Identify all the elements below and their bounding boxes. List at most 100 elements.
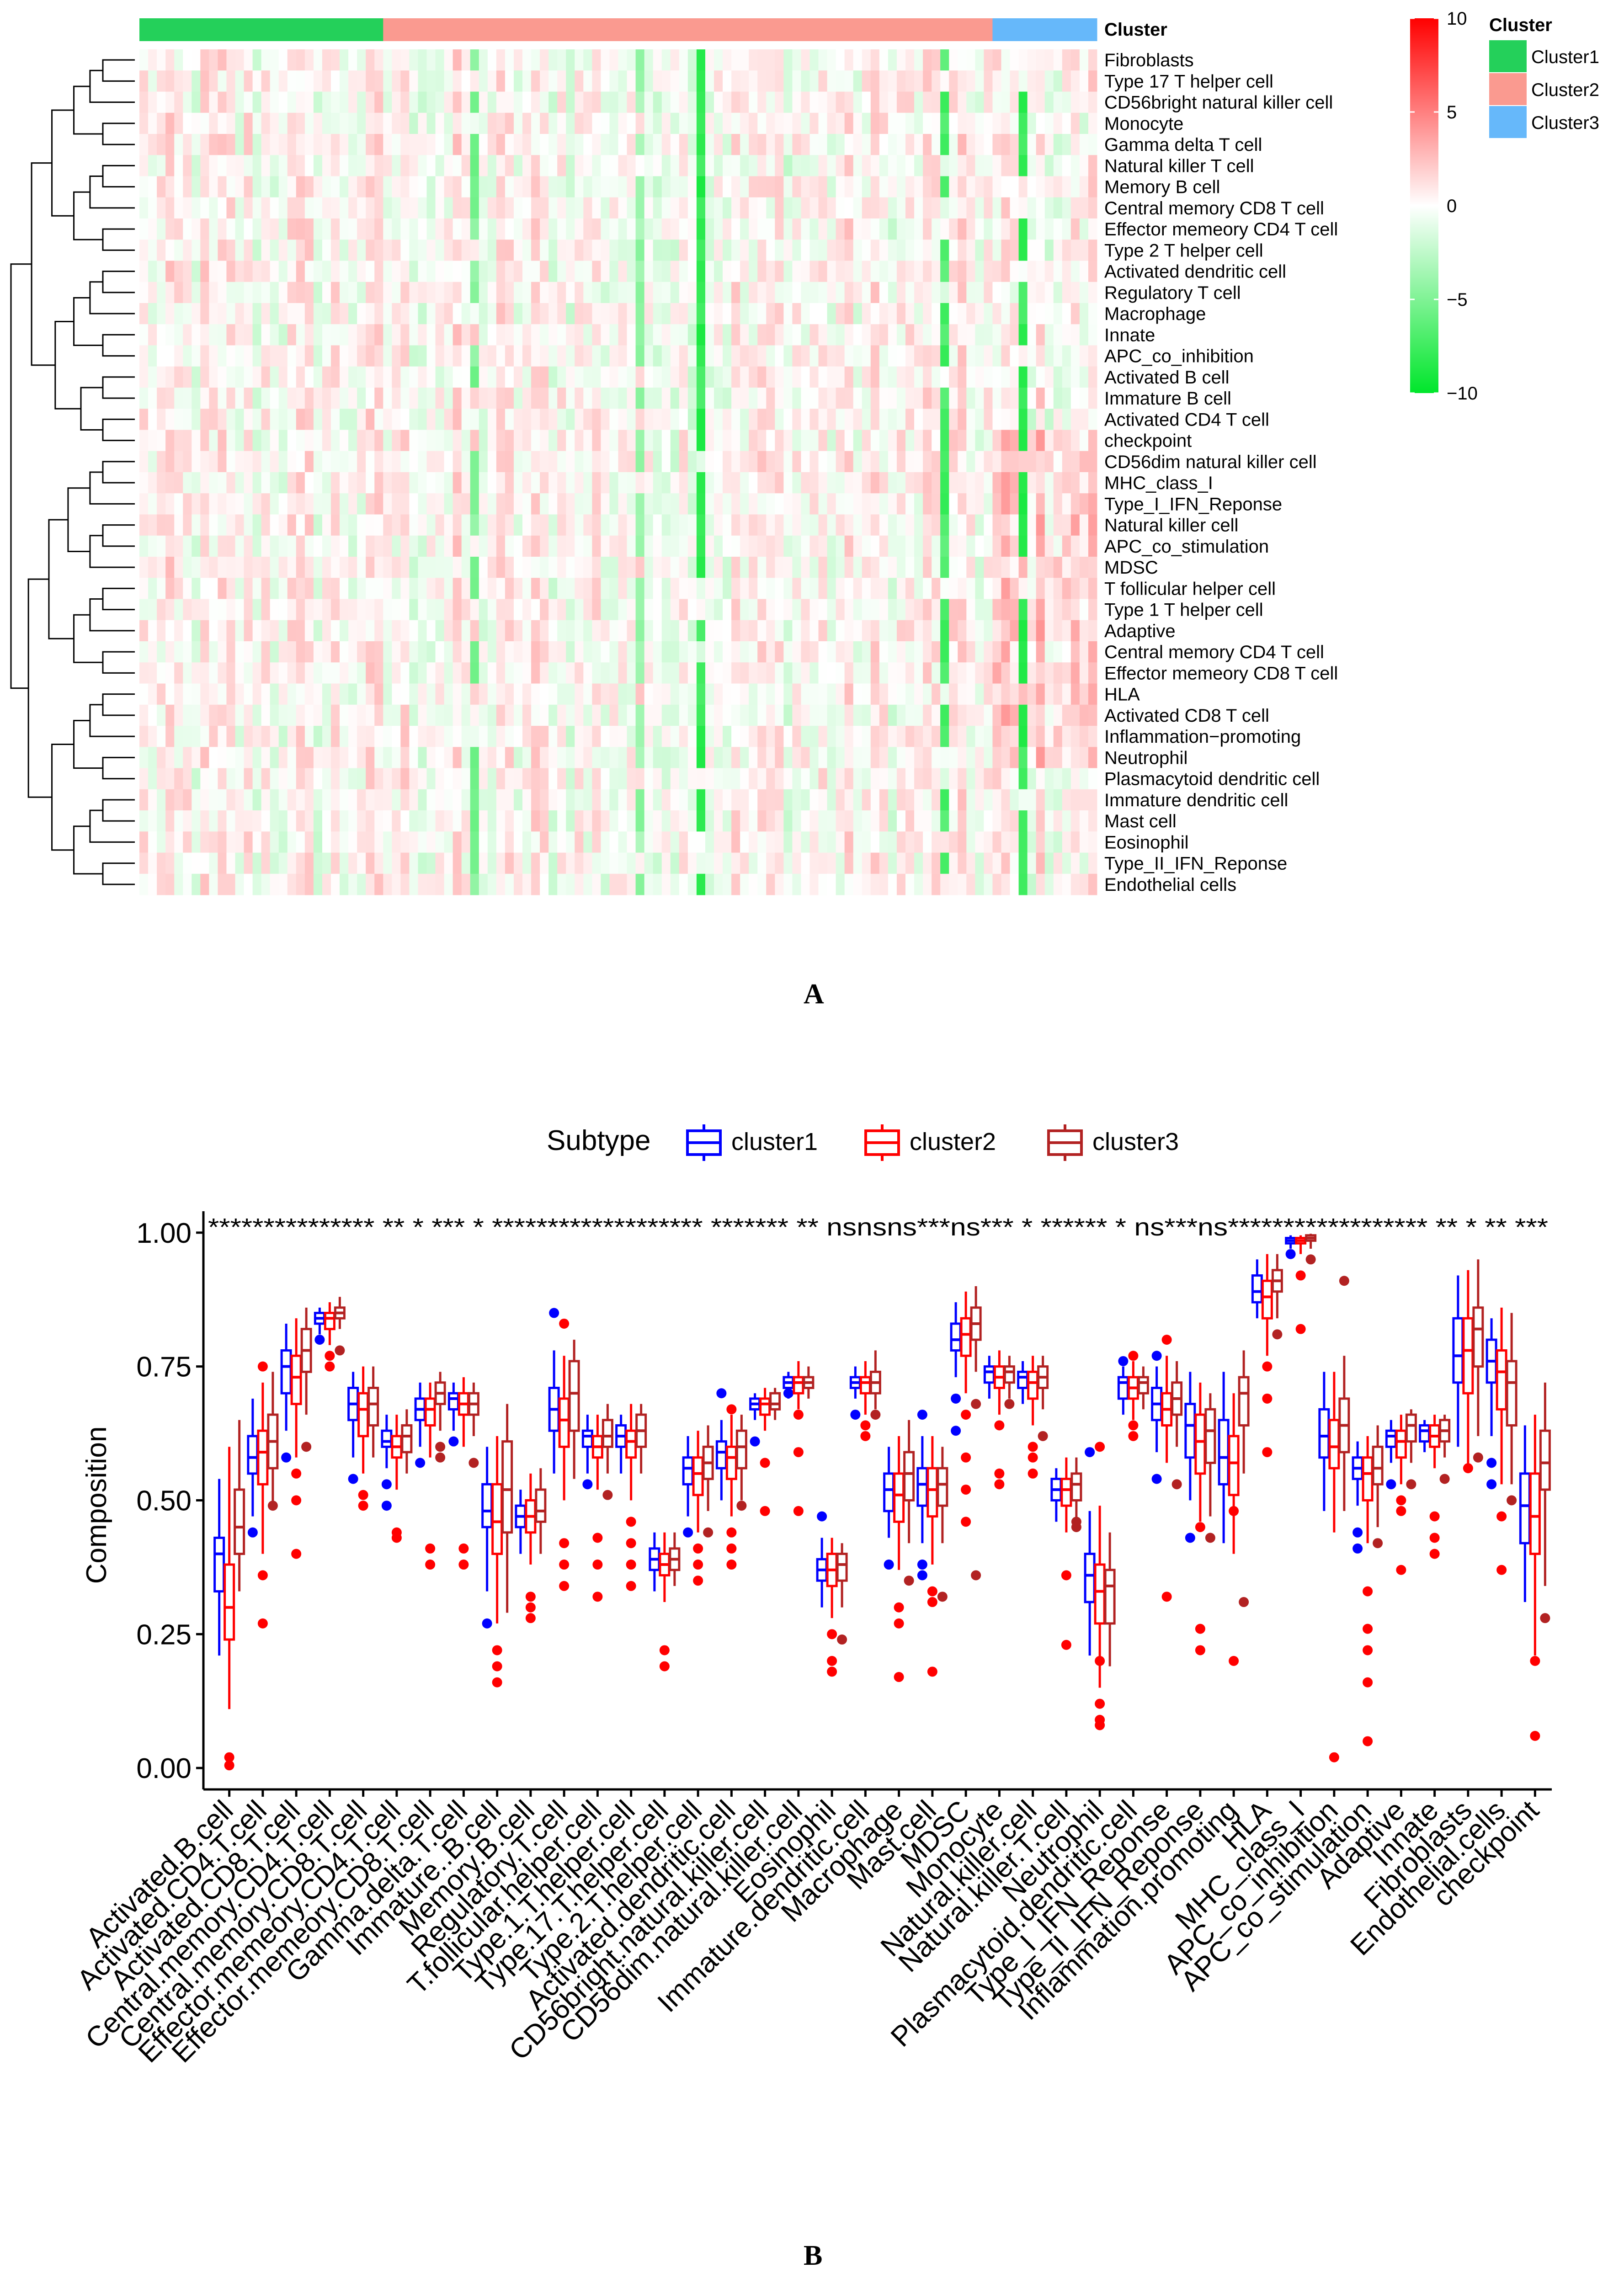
heatmap-cell <box>496 789 506 811</box>
heatmap-cell <box>470 768 479 790</box>
heatmap-cell <box>975 303 984 325</box>
heatmap-cell <box>696 261 706 282</box>
heatmap-cell <box>157 873 166 895</box>
heatmap-cell <box>548 176 558 198</box>
heatmap-cell <box>870 493 880 515</box>
heatmap-cell <box>218 451 227 473</box>
heatmap-cell <box>366 789 375 811</box>
dendrogram-branch <box>102 376 135 399</box>
heatmap-cell <box>226 768 235 790</box>
heatmap-cell <box>200 430 209 452</box>
heatmap-cell <box>1044 726 1054 747</box>
heatmap-cell <box>374 197 383 219</box>
heatmap-cell <box>601 641 610 663</box>
heatmap-cell <box>366 218 375 240</box>
heatmap-cell <box>183 345 192 367</box>
heatmap-cell <box>548 768 558 790</box>
heatmap-cell <box>487 472 497 494</box>
heatmap-cell <box>426 409 436 430</box>
heatmap-cell <box>313 345 323 367</box>
heatmap-cell <box>601 683 610 705</box>
heatmap-cell <box>687 493 697 515</box>
outlier-point <box>961 1517 971 1527</box>
row-label: Type 2 T helper cell <box>1104 240 1263 261</box>
dendrogram-branch <box>73 85 103 135</box>
heatmap-cell <box>601 535 610 557</box>
box-CD56bright.natural.killer.cell-cluster3 <box>769 1388 781 1420</box>
heatmap-cell <box>932 810 941 832</box>
heatmap-cell <box>165 768 175 790</box>
heatmap-cell <box>1062 176 1071 198</box>
heatmap-cell <box>661 91 671 113</box>
heatmap-cell <box>627 747 636 768</box>
box-Central.memory.CD4.T.cell-cluster1 <box>314 1307 325 1345</box>
heatmap-cell <box>1018 810 1028 832</box>
outlier-point <box>247 1527 258 1538</box>
heatmap-cell <box>244 345 253 367</box>
heatmap-cell <box>1053 662 1063 684</box>
heatmap-cell <box>453 303 462 325</box>
heatmap-cell <box>627 451 636 473</box>
heatmap-cell <box>1010 409 1019 430</box>
heatmap-cell <box>740 197 749 219</box>
heatmap-cell <box>235 240 244 261</box>
heatmap-cell <box>513 261 523 282</box>
heatmap-cell <box>923 789 932 811</box>
heatmap-cell <box>905 240 915 261</box>
heatmap-cell <box>461 324 471 346</box>
heatmap-cell <box>139 112 149 134</box>
heatmap-cell <box>174 176 183 198</box>
heatmap-cell <box>740 430 749 452</box>
heatmap-cell <box>575 789 584 811</box>
heatmap-cell <box>418 240 427 261</box>
heatmap-cell <box>261 683 271 705</box>
heatmap-cell <box>723 409 732 430</box>
heatmap-cell <box>792 535 801 557</box>
heatmap-cell <box>453 789 462 811</box>
heatmap-cell <box>557 197 566 219</box>
heatmap-cell <box>731 557 740 578</box>
box-MDSC-cluster1 <box>950 1302 962 1436</box>
heatmap-cell <box>749 662 758 684</box>
heatmap-cell <box>923 49 932 71</box>
heatmap-cell <box>818 49 827 71</box>
outlier-point <box>626 1517 636 1527</box>
heatmap-cell <box>687 451 697 473</box>
heatmap-cell <box>627 852 636 874</box>
heatmap-cell <box>862 852 871 874</box>
heatmap-cell <box>409 789 418 811</box>
heatmap-cell <box>426 91 436 113</box>
heatmap-cell <box>618 873 627 895</box>
heatmap-cell <box>209 70 218 92</box>
heatmap-cell <box>513 599 523 621</box>
heatmap-cell <box>653 704 662 726</box>
box-body <box>859 1376 871 1395</box>
heatmap-cell <box>818 620 827 642</box>
heatmap-cell <box>409 852 418 874</box>
heatmap-cell <box>575 768 584 790</box>
heatmap-cell <box>157 831 166 853</box>
heatmap-cell <box>1027 49 1037 71</box>
outlier-point <box>927 1666 937 1677</box>
heatmap-cell <box>940 599 949 621</box>
heatmap-cell <box>844 535 854 557</box>
heatmap-cell <box>714 789 723 811</box>
heatmap-cell <box>653 810 662 832</box>
heatmap-cell <box>836 197 845 219</box>
heatmap-cell <box>635 303 645 325</box>
heatmap-cell <box>740 176 749 198</box>
heatmap-cell <box>218 49 227 71</box>
heatmap-cell <box>1036 303 1045 325</box>
dendrogram-branch <box>31 162 55 366</box>
heatmap-cell <box>200 578 209 599</box>
heatmap-cell <box>174 514 183 536</box>
heatmap-cell <box>453 240 462 261</box>
heatmap-cell <box>392 134 401 155</box>
heatmap-cell <box>653 303 662 325</box>
heatmap-cell <box>844 282 854 303</box>
heatmap-cell <box>1044 873 1054 895</box>
heatmap-cell <box>374 747 383 768</box>
heatmap-cell <box>505 282 514 303</box>
heatmap-cell <box>984 240 993 261</box>
heatmap-cell <box>1036 662 1045 684</box>
